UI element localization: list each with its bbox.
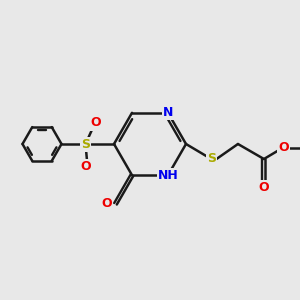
Text: O: O (278, 141, 289, 154)
Text: O: O (80, 160, 91, 173)
Text: O: O (259, 181, 269, 194)
Text: O: O (101, 197, 112, 210)
Text: NH: NH (158, 169, 178, 182)
Text: S: S (208, 152, 217, 166)
Text: S: S (81, 137, 90, 151)
Text: O: O (91, 116, 101, 130)
Text: N: N (163, 106, 173, 119)
